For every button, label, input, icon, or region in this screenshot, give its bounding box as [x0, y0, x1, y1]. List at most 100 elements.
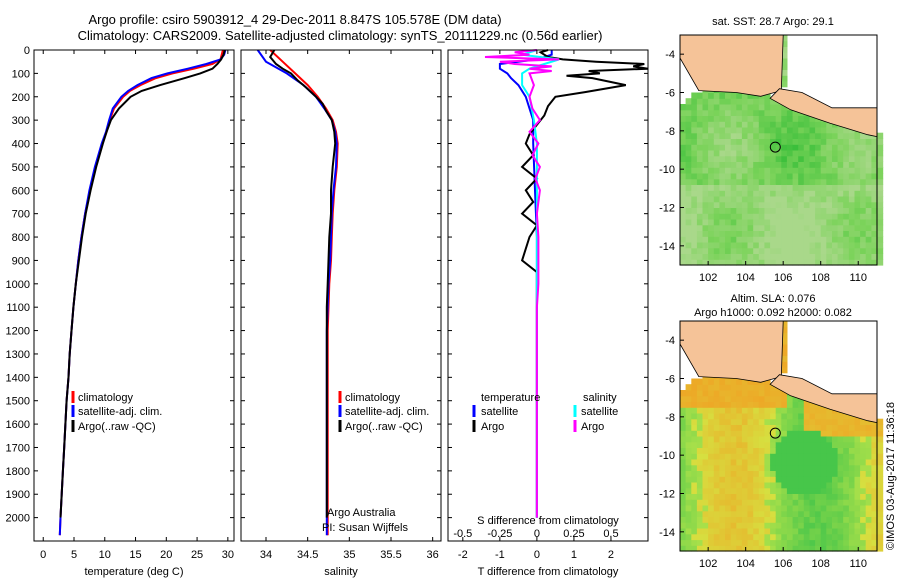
map-cell [696, 476, 704, 483]
map-cell [736, 453, 743, 460]
map-cell [680, 144, 687, 151]
map-cell [764, 161, 771, 168]
map-cell [826, 178, 833, 185]
map-cell [708, 395, 715, 402]
map-cell [691, 470, 698, 477]
sla-map-title-line1: Altim. SLA: 0.076 [731, 293, 816, 305]
map-cell [792, 138, 799, 145]
map-cell [747, 236, 754, 243]
map-cell [741, 487, 749, 494]
map-cell [747, 98, 754, 105]
salinity-legend: climatology satellite-adj. clim. Argo(..… [338, 391, 429, 433]
map-cell [719, 476, 726, 483]
map-cell [747, 155, 754, 162]
map-cell [753, 510, 760, 517]
map-cell [702, 493, 709, 500]
map-cell [708, 430, 715, 437]
map-cell [680, 510, 687, 517]
map-cell [803, 167, 810, 174]
map-cell [871, 219, 878, 226]
map-cell [803, 407, 810, 414]
map-cell [826, 545, 833, 552]
x-tick-label: 34 [260, 549, 272, 561]
map-cell [702, 201, 709, 208]
map-cell [871, 178, 878, 185]
map-cell [820, 196, 827, 203]
map-cell [696, 121, 704, 128]
map-cell [691, 522, 698, 529]
map-cell [758, 201, 765, 208]
map-cell [685, 453, 692, 460]
map-cell [820, 144, 827, 151]
map-cell [680, 528, 687, 535]
map-cell [843, 516, 850, 523]
map-cell [865, 242, 872, 249]
map-cell [843, 224, 850, 231]
map-cell [832, 155, 839, 162]
map-cell [770, 424, 777, 431]
map-cell [798, 121, 805, 128]
map-cell [809, 253, 816, 260]
map-cell [865, 247, 872, 254]
map-cell [798, 247, 805, 254]
map-cell [713, 436, 720, 443]
map-cell [843, 447, 850, 454]
map-cell [792, 127, 799, 134]
map-cell [798, 178, 805, 185]
map-cell [871, 190, 878, 197]
map-cell [803, 219, 810, 226]
s-diff-tick-label: -0.25 [487, 528, 512, 540]
map-cell [786, 487, 794, 494]
map-cell [713, 476, 720, 483]
map-cell [725, 384, 732, 391]
x-tick-label: 10 [99, 549, 111, 561]
map-cell [815, 470, 822, 477]
map-cell [741, 109, 749, 116]
map-cell [865, 516, 872, 523]
map-cell [786, 161, 794, 168]
map-cell [775, 178, 782, 185]
map-cell [781, 424, 788, 431]
map-cell [685, 528, 692, 535]
map-cell [871, 493, 878, 500]
map-cell [843, 522, 850, 529]
depth-tick-label: 1300 [6, 349, 30, 361]
map-cell [826, 476, 833, 483]
map-cell [741, 150, 749, 157]
lon-tick-label: 102 [699, 558, 717, 570]
map-cell [843, 505, 850, 512]
map-cell [696, 155, 704, 162]
map-cell [792, 476, 799, 483]
map-cell [803, 464, 810, 471]
map-cell [781, 63, 788, 70]
map-cell [837, 150, 844, 157]
map-cell [781, 69, 788, 76]
map-cell [820, 418, 827, 425]
map-cell [781, 150, 788, 157]
map-cell [708, 516, 715, 523]
map-cell [877, 533, 884, 541]
map-cell [792, 167, 799, 174]
map-cell [775, 201, 782, 208]
sumatra-land [679, 320, 784, 383]
map-cell [702, 224, 709, 231]
map-cell [753, 213, 760, 220]
map-cell [725, 378, 732, 385]
map-cell [860, 144, 867, 151]
map-cell [730, 109, 737, 116]
map-cell [747, 447, 754, 454]
map-cell [708, 482, 715, 489]
map-cell [854, 207, 861, 214]
map-cell [741, 430, 749, 437]
map-cell [781, 213, 788, 220]
map-cell [781, 441, 788, 448]
map-cell [702, 395, 709, 402]
map-cell [809, 476, 816, 483]
map-cell [741, 138, 749, 145]
map-cell [860, 259, 867, 266]
map-cell [741, 499, 749, 506]
map-cell [696, 447, 704, 454]
map-cell [837, 127, 844, 134]
map-cell [877, 459, 884, 466]
map-cell [832, 144, 839, 151]
